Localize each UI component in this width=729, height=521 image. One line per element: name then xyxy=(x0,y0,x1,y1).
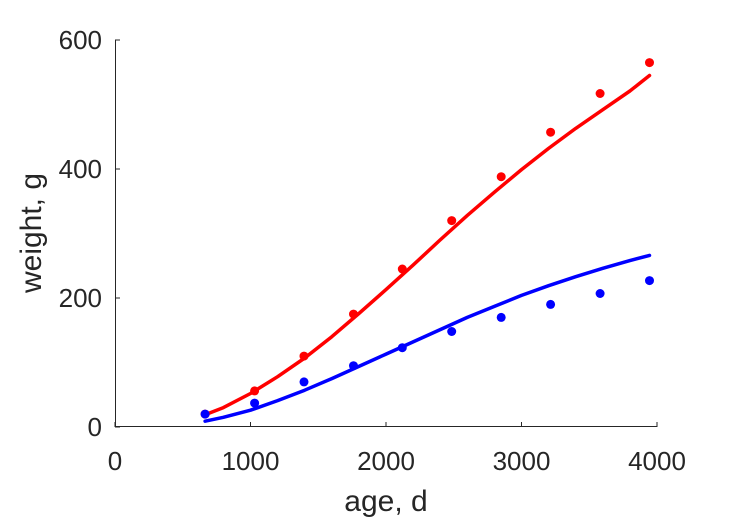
series-layer xyxy=(200,58,654,423)
x-axis-label: age, d xyxy=(344,485,427,518)
data-point xyxy=(496,172,506,182)
x-tick-label: 0 xyxy=(108,446,122,476)
data-point xyxy=(496,312,506,322)
x-tick-label: 1000 xyxy=(222,446,280,476)
data-point xyxy=(645,276,654,286)
y-tick-label: 200 xyxy=(59,283,102,313)
data-point xyxy=(595,89,605,98)
data-point xyxy=(447,327,457,336)
data-point xyxy=(397,343,407,353)
plot-area: 0 1000 2000 3000 4000 0 200 400 600 xyxy=(59,25,686,476)
fit-curve xyxy=(203,253,652,423)
fit-curve xyxy=(203,73,652,417)
data-point xyxy=(447,216,457,226)
data-point xyxy=(200,409,210,419)
data-point xyxy=(397,264,407,274)
x-tick-label: 2000 xyxy=(357,446,415,476)
data-point xyxy=(349,361,358,371)
y-axis-label: weight, g xyxy=(15,173,48,294)
x-tick-label: 3000 xyxy=(493,446,551,476)
x-tick-label: 4000 xyxy=(628,446,686,476)
data-point xyxy=(250,398,260,408)
data-point xyxy=(250,386,260,396)
y-axis-ticks: 0 200 400 600 xyxy=(59,25,120,442)
x-axis-ticks: 0 1000 2000 3000 4000 xyxy=(108,422,686,476)
y-tick-label: 0 xyxy=(88,412,102,442)
data-point xyxy=(546,299,556,309)
data-point xyxy=(299,351,309,361)
data-point xyxy=(299,377,309,387)
data-point xyxy=(546,127,556,137)
data-point xyxy=(595,289,605,298)
data-point xyxy=(645,58,654,68)
series-1 xyxy=(200,253,654,423)
y-tick-label: 600 xyxy=(59,25,102,55)
data-point xyxy=(349,309,358,319)
series-0 xyxy=(200,58,654,419)
y-tick-label: 400 xyxy=(59,154,102,184)
